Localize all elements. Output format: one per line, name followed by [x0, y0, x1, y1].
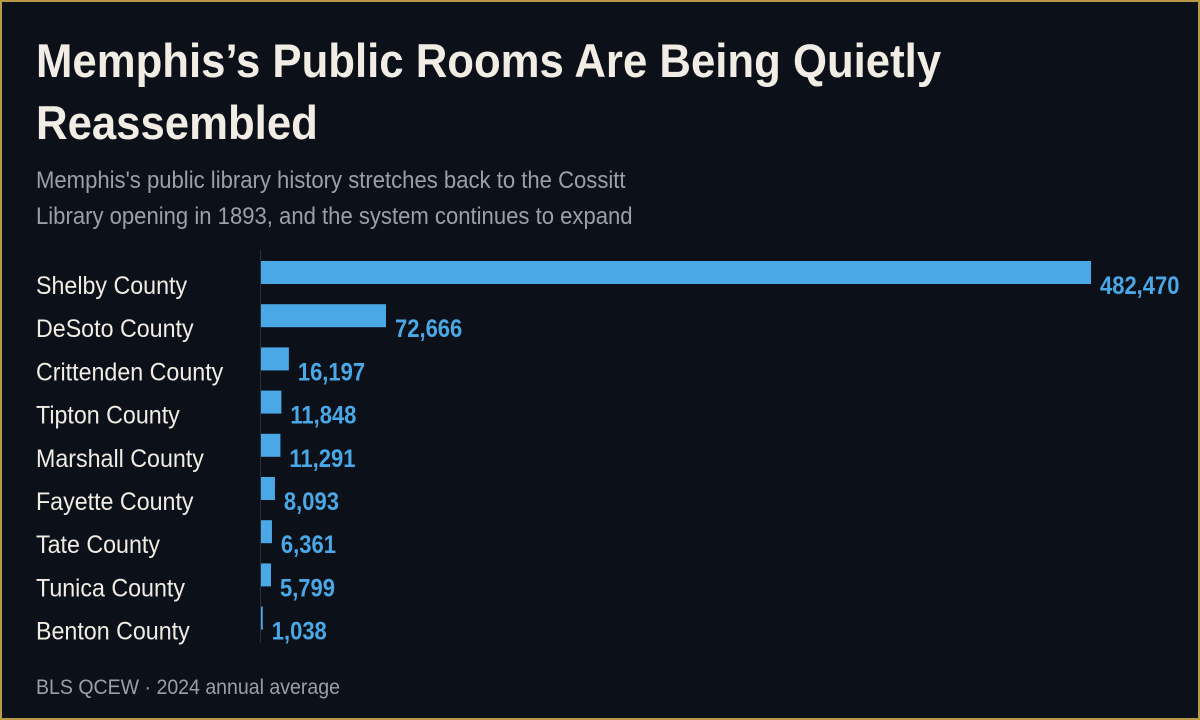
value-label: 1,038 [272, 617, 327, 645]
value-label: 8,093 [284, 488, 339, 516]
value-label: 11,848 [290, 401, 356, 429]
value-label: 16,197 [298, 358, 365, 386]
category-label: Tunica County [36, 575, 186, 603]
source-note: BLS QCEW · 2024 annual average [36, 676, 340, 699]
chart-title: Memphis’s Public Rooms Are Being Quietly… [36, 34, 942, 149]
category-label: Fayette County [36, 488, 194, 516]
category-label: Marshall County [36, 445, 205, 473]
category-label: Crittenden County [36, 359, 224, 387]
category-label: DeSoto County [36, 315, 194, 343]
bars-group: Shelby County 482,470 DeSoto County 72,666 C… [36, 261, 1179, 646]
bar [261, 347, 289, 371]
category-label: Shelby County [36, 272, 188, 300]
bar [261, 563, 271, 587]
bar [261, 261, 1091, 284]
category-label: Tipton County [36, 402, 181, 430]
chart-subtitle: Memphis's public library history stretch… [36, 167, 633, 230]
value-label: 72,666 [395, 315, 462, 343]
value-label: 482,470 [1100, 272, 1179, 300]
bar [261, 433, 281, 457]
value-label: 11,291 [289, 445, 355, 473]
bar [261, 304, 387, 328]
value-label: 5,799 [280, 574, 335, 602]
bar [261, 520, 272, 544]
category-label: Tate County [36, 531, 161, 559]
bar [261, 477, 275, 500]
value-label: 6,361 [281, 531, 336, 559]
bar [261, 390, 282, 414]
category-label: Benton County [36, 618, 191, 646]
bar [261, 606, 263, 630]
